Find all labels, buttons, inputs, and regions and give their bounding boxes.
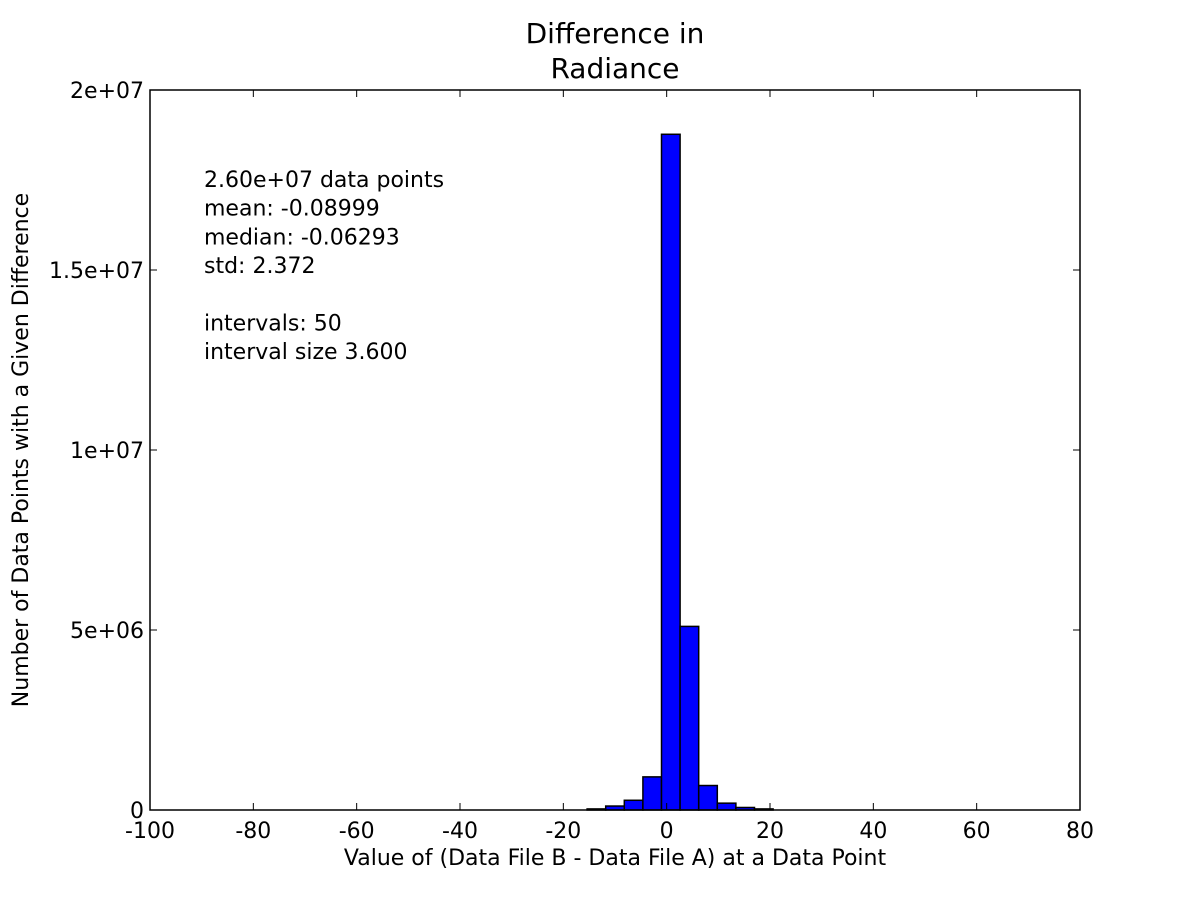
x-axis-ticks: -100 -80 -60 -40 -20 0 20 40 60 80 (125, 90, 1094, 844)
histogram-bar-4 (660, 133, 681, 811)
statistics-annotation: 2.60e+07 data points mean: -0.08999 median… (204, 168, 444, 365)
stats-line: 2.60e+07 data points (204, 168, 444, 193)
stats-line: intervals: 50 (204, 312, 342, 337)
x-tick-label: -40 (442, 819, 478, 844)
x-tick-label: -100 (125, 819, 175, 844)
stats-line: median: -0.06293 (204, 225, 400, 250)
x-tick-label: 0 (660, 819, 674, 844)
x-tick-label: -60 (339, 819, 375, 844)
title-line-2: Radiance (550, 52, 679, 85)
x-axis-label: Value of (Data File B - Data File A) at … (344, 846, 887, 871)
title-line-1: Difference in (526, 17, 705, 50)
histogram-bars (586, 133, 774, 811)
stats-line: interval size 3.600 (204, 340, 408, 365)
y-axis-ticks: 0 5e+06 1e+07 1.5e+07 2e+07 (49, 79, 1080, 824)
chart-title: Difference in Radiance (526, 17, 705, 85)
x-tick-label: -20 (545, 819, 581, 844)
y-tick-label: 1e+07 (70, 439, 144, 464)
histogram-bar-7 (716, 802, 737, 811)
y-tick-label: 1.5e+07 (49, 259, 144, 284)
x-tick-label: 20 (756, 819, 784, 844)
histogram-bar-3 (642, 776, 663, 811)
histogram-bar-5 (679, 625, 700, 811)
y-axis-label: Number of Data Points with a Given Diffe… (9, 193, 34, 707)
x-tick-label: -80 (235, 819, 271, 844)
x-tick-label: 80 (1066, 819, 1094, 844)
y-tick-label: 5e+06 (70, 619, 144, 644)
histogram-bar-2 (623, 799, 644, 811)
stats-line: mean: -0.08999 (204, 197, 380, 222)
x-tick-label: 60 (963, 819, 991, 844)
stats-line: std: 2.372 (204, 254, 315, 279)
y-tick-label: 2e+07 (70, 79, 144, 104)
x-tick-label: 40 (859, 819, 887, 844)
histogram-bar-6 (697, 784, 719, 811)
y-tick-label: 0 (130, 799, 144, 824)
